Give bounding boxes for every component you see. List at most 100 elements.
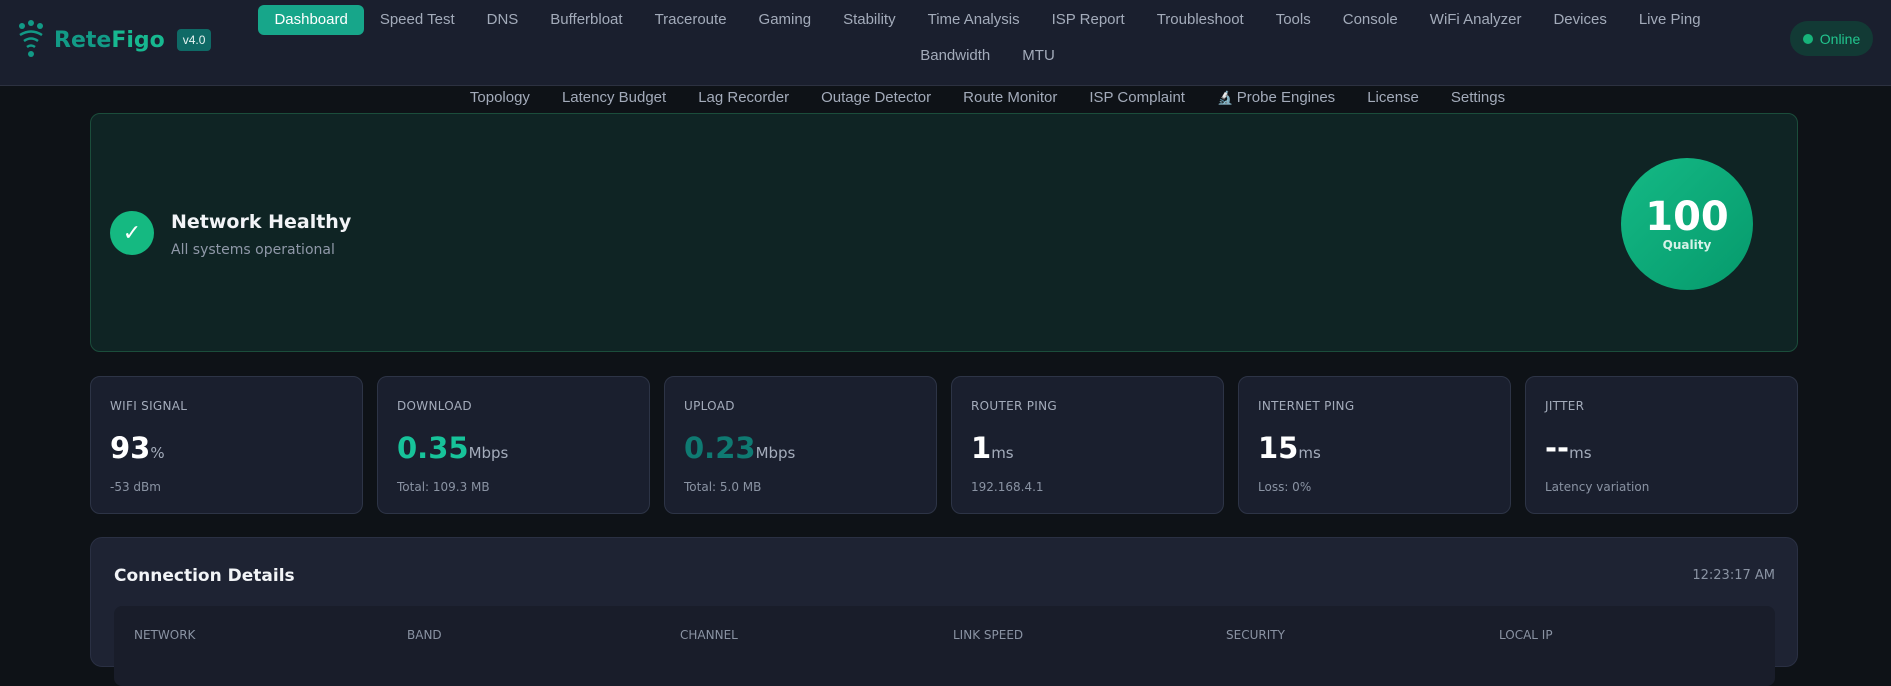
nav-menu: Dashboard Speed Test DNS Bufferbloat Tracero… [215, 5, 1760, 113]
column-header: LINK SPEED [953, 628, 1024, 642]
stat-unit: ms [1298, 444, 1321, 462]
nav-item-topology[interactable]: Topology [454, 83, 546, 113]
status-dot-icon [1802, 33, 1813, 44]
stat-value: 15ms [1258, 431, 1321, 465]
nav-item-label: WiFi Analyzer [1429, 11, 1522, 28]
app-name: ReteFigo [54, 27, 165, 53]
stat-label: DOWNLOAD [397, 399, 472, 413]
nav-item-label: DNS [486, 11, 519, 28]
stat-unit: Mbps [755, 444, 796, 462]
stat-number: 15 [1258, 431, 1299, 465]
nav-item-route-monitor[interactable]: Route Monitor [947, 83, 1073, 113]
panel-title: Connection Details [114, 566, 295, 586]
stat-label: WIFI SIGNAL [110, 399, 188, 413]
stat-unit: Mbps [468, 444, 509, 462]
nav-item-console[interactable]: Console [1327, 5, 1414, 35]
health-title: Network Healthy [171, 211, 352, 233]
stat-number: 0.35 [397, 431, 469, 465]
nav-item-label: Bandwidth [920, 47, 991, 64]
column-header: BAND [407, 628, 442, 642]
stat-label: INTERNET PING [1258, 399, 1355, 413]
nav-item-traceroute[interactable]: Traceroute [639, 5, 743, 35]
nav-item-dns[interactable]: DNS [471, 5, 535, 35]
stat-card-jitter: JITTER --ms Latency variation [1525, 376, 1798, 514]
stat-label: UPLOAD [684, 399, 735, 413]
nav-item-stability[interactable]: Stability [827, 5, 912, 35]
stat-label: ROUTER PING [971, 399, 1057, 413]
nav-item-bandwidth[interactable]: Bandwidth [904, 41, 1006, 71]
nav-item-dashboard[interactable]: Dashboard [258, 5, 364, 35]
nav-item-isp-complaint[interactable]: ISP Complaint [1073, 83, 1201, 113]
nav-item-outage-detector[interactable]: Outage Detector [805, 83, 947, 113]
stat-value: 93% [110, 431, 165, 465]
stat-sub: -53 dBm [110, 480, 161, 494]
nav-item-lag-recorder[interactable]: Lag Recorder [682, 83, 805, 113]
stat-unit: % [150, 444, 165, 462]
nav-item-tools[interactable]: Tools [1260, 5, 1327, 35]
logo[interactable]: ReteFigo v4.0 [16, 20, 212, 60]
stat-number: 93 [110, 431, 151, 465]
nav-item-speed-test[interactable]: Speed Test [364, 5, 471, 35]
stat-card-internet-ping: INTERNET PING 15ms Loss: 0% [1238, 376, 1511, 514]
nav-item-latency-budget[interactable]: Latency Budget [546, 83, 682, 113]
stat-sub: Total: 5.0 MB [684, 480, 762, 494]
nav-item-live-ping[interactable]: Live Ping [1623, 5, 1717, 35]
column-header: CHANNEL [680, 628, 738, 642]
nav-item-gaming[interactable]: Gaming [743, 5, 828, 35]
top-nav: ReteFigo v4.0 Dashboard Speed Test DNS Buff… [0, 0, 1891, 106]
nav-item-label: Traceroute [654, 11, 727, 28]
nav-item-label: ISP Complaint [1089, 89, 1185, 106]
microscope-icon: 🔬 [1216, 90, 1237, 105]
nav-item-label: Live Ping [1638, 11, 1701, 28]
health-banner: ✓ Network Healthy All systems operationa… [90, 113, 1798, 352]
nav-item-label: Tools [1275, 11, 1311, 28]
stat-value: 0.35Mbps [397, 431, 508, 465]
stat-sub: 192.168.4.1 [971, 480, 1044, 494]
nav-item-isp-report[interactable]: ISP Report [1036, 5, 1141, 35]
nav-item-label: Dashboard [274, 11, 348, 28]
paw-wifi-icon [19, 20, 43, 57]
column-header: NETWORK [134, 628, 196, 642]
stat-sub: Total: 109.3 MB [397, 480, 490, 494]
status-label: Online [1819, 30, 1861, 47]
nav-item-bufferbloat[interactable]: Bufferbloat [534, 5, 638, 35]
nav-item-label: Lag Recorder [698, 89, 790, 106]
nav-item-label: Speed Test [379, 11, 455, 28]
nav-item-wifi-analyzer[interactable]: WiFi Analyzer [1414, 5, 1538, 35]
version-badge: v4.0 [176, 29, 212, 51]
nav-item-label: ISP Report [1051, 11, 1125, 28]
nav-item-label: Topology [469, 89, 530, 106]
stat-card-download: DOWNLOAD 0.35Mbps Total: 109.3 MB [377, 376, 650, 514]
nav-item-license[interactable]: License [1351, 83, 1435, 113]
stat-label: JITTER [1545, 399, 1585, 413]
connection-details-panel: Connection Details 12:23:17 AM NETWORK BA… [90, 537, 1798, 686]
nav-item-time-analysis[interactable]: Time Analysis [912, 5, 1036, 35]
nav-item-label: Troubleshoot [1156, 11, 1244, 28]
column-header: SECURITY [1226, 628, 1285, 642]
stat-number: 0.23 [684, 431, 756, 465]
stat-cards: WIFI SIGNAL 93% -53 dBm DOWNLOAD 0.35Mbps… [90, 376, 1798, 514]
stat-unit: ms [991, 444, 1014, 462]
nav-item-troubleshoot[interactable]: Troubleshoot [1141, 5, 1260, 35]
nav-item-label: Probe Engines [1236, 89, 1336, 106]
nav-item-label: Gaming [758, 11, 812, 28]
stat-sub: Latency variation [1545, 480, 1650, 494]
connection-table: NETWORK BAND CHANNEL LINK SPEED SECURITY LOCA… [114, 606, 1775, 686]
timestamp: 12:23:17 AM [1692, 568, 1775, 583]
nav-item-devices[interactable]: Devices [1537, 5, 1622, 35]
quality-score: 100 Quality [1621, 158, 1753, 290]
nav-item-label: Devices [1553, 11, 1607, 28]
stat-unit: ms [1569, 444, 1592, 462]
nav-item-probe-engines[interactable]: 🔬 Probe Engines [1201, 83, 1351, 113]
nav-item-settings[interactable]: Settings [1435, 83, 1521, 113]
quality-value: 100 [1645, 194, 1729, 240]
nav-item-mtu[interactable]: MTU [1006, 41, 1071, 71]
check-icon: ✓ [110, 211, 154, 255]
stat-value: --ms [1545, 431, 1592, 465]
nav-item-label: Console [1342, 11, 1398, 28]
nav-item-label: Route Monitor [963, 89, 1058, 106]
stat-sub: Loss: 0% [1258, 480, 1312, 494]
stat-number: 1 [971, 431, 992, 465]
stat-value: 0.23Mbps [684, 431, 795, 465]
nav-item-label: Settings [1450, 89, 1506, 106]
